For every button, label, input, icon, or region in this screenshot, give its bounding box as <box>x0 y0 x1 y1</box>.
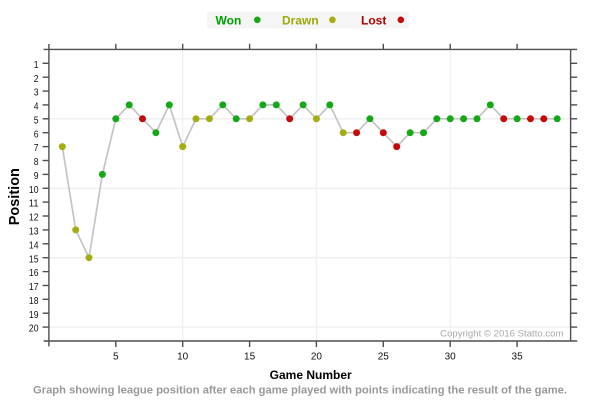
svg-text:30: 30 <box>445 351 457 362</box>
svg-text:Won: Won <box>216 13 242 27</box>
svg-text:2: 2 <box>34 74 39 85</box>
svg-text:25: 25 <box>378 351 390 362</box>
svg-text:35: 35 <box>512 351 524 362</box>
svg-text:Copyright © 2016 Statto.com: Copyright © 2016 Statto.com <box>440 329 563 340</box>
svg-text:4: 4 <box>34 102 39 113</box>
svg-text:10: 10 <box>177 351 189 362</box>
svg-text:Lost: Lost <box>361 13 386 27</box>
svg-text:20: 20 <box>29 324 39 335</box>
svg-text:5: 5 <box>113 351 119 362</box>
svg-text:20: 20 <box>311 351 323 362</box>
svg-text:Position: Position <box>7 168 23 225</box>
svg-text:Graph showing league position: Graph showing league position after each… <box>33 384 567 396</box>
svg-text:Drawn: Drawn <box>282 13 319 27</box>
svg-text:9: 9 <box>34 171 39 182</box>
svg-text:12: 12 <box>29 213 39 224</box>
svg-text:17: 17 <box>29 282 39 293</box>
svg-text:18: 18 <box>29 296 39 307</box>
svg-text:5: 5 <box>34 115 39 126</box>
svg-text:3: 3 <box>34 88 39 99</box>
svg-text:Game Number: Game Number <box>270 368 352 382</box>
svg-text:15: 15 <box>29 254 39 265</box>
svg-text:7: 7 <box>34 143 39 154</box>
svg-text:13: 13 <box>29 227 39 238</box>
svg-text:19: 19 <box>29 310 39 321</box>
svg-text:15: 15 <box>244 351 256 362</box>
svg-text:8: 8 <box>34 157 39 168</box>
svg-text:10: 10 <box>29 185 39 196</box>
svg-text:11: 11 <box>29 199 39 210</box>
svg-text:6: 6 <box>34 129 39 140</box>
svg-text:1: 1 <box>34 60 39 71</box>
svg-text:16: 16 <box>29 268 39 279</box>
svg-text:14: 14 <box>29 240 39 251</box>
